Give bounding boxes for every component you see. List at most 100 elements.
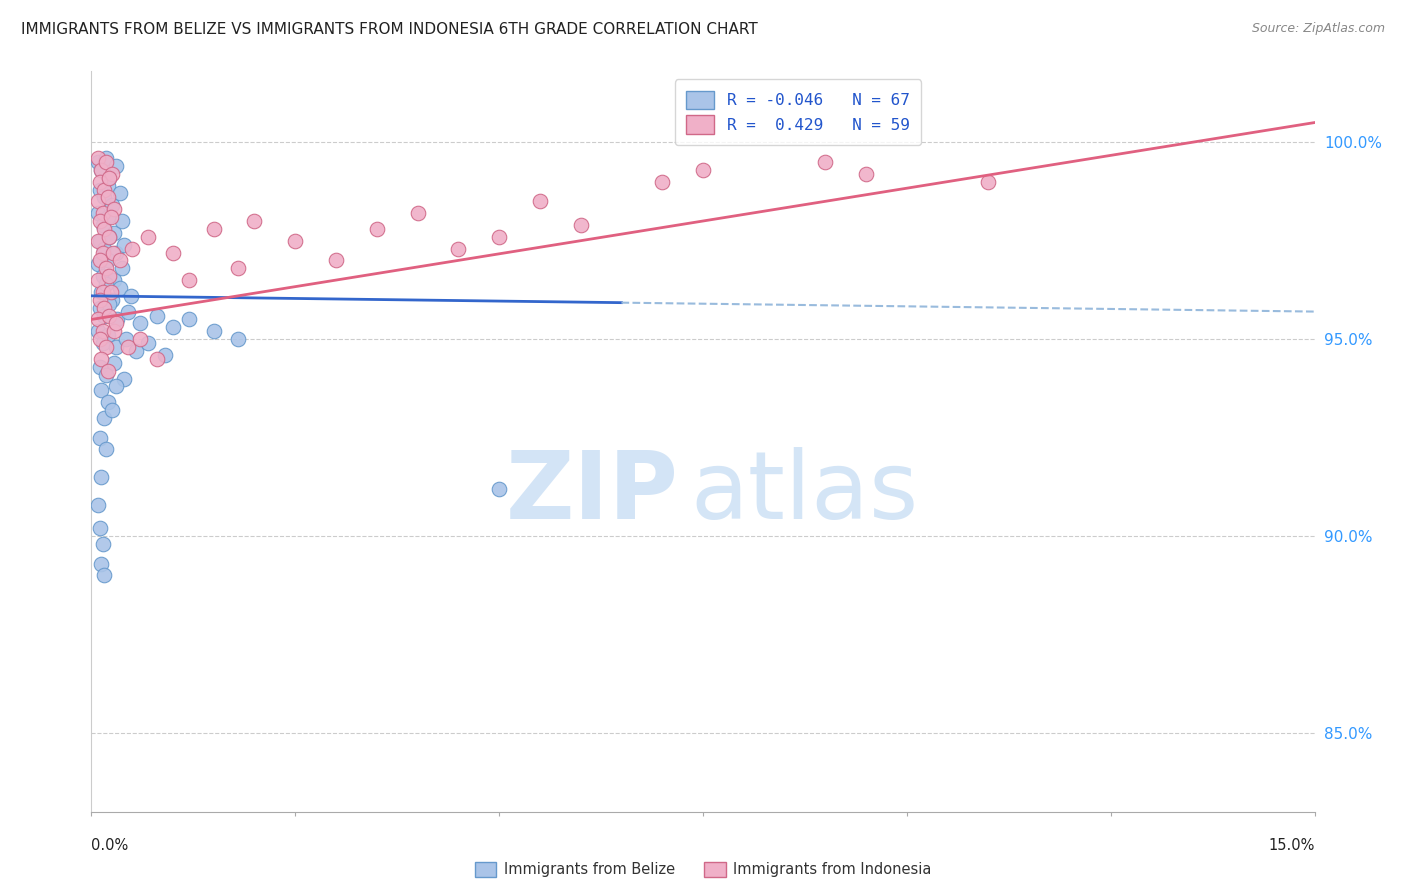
Point [98, 229, 121, 244]
Point [488, 229, 510, 244]
Point [108, 253, 131, 268]
Point [90, 470, 112, 484]
Point [90, 557, 112, 571]
Point [91, 336, 114, 351]
Point [97, 178, 120, 193]
Point [179, 273, 201, 287]
Point [855, 167, 877, 181]
Point [179, 312, 201, 326]
Point [89, 301, 111, 315]
Point [651, 175, 673, 189]
Point [87, 312, 110, 326]
Point [108, 186, 131, 201]
Point [104, 340, 127, 354]
Point [103, 356, 125, 370]
Point [91, 269, 114, 284]
Point [101, 167, 124, 181]
Point [101, 198, 124, 212]
Point [89, 182, 111, 196]
Point [87, 194, 110, 209]
Point [117, 304, 139, 318]
Point [202, 222, 225, 236]
Point [325, 253, 347, 268]
Point [90, 384, 112, 398]
Point [129, 332, 152, 346]
Point [93, 411, 115, 425]
Point [145, 309, 167, 323]
Point [97, 210, 120, 224]
Point [98, 269, 121, 284]
Point [103, 226, 125, 240]
Point [162, 245, 184, 260]
Point [120, 289, 142, 303]
Point [284, 234, 307, 248]
Point [125, 343, 148, 358]
Point [529, 194, 551, 209]
Point [114, 332, 136, 346]
Point [111, 261, 134, 276]
Point [93, 301, 115, 315]
Point [406, 206, 429, 220]
Point [108, 281, 131, 295]
Point [87, 155, 110, 169]
Point [977, 175, 1000, 189]
Point [138, 229, 160, 244]
Point [94, 340, 117, 354]
Point [447, 242, 470, 256]
Point [93, 222, 115, 236]
Point [103, 273, 125, 287]
Text: IMMIGRANTS FROM BELIZE VS IMMIGRANTS FROM INDONESIA 6TH GRADE CORRELATION CHART: IMMIGRANTS FROM BELIZE VS IMMIGRANTS FRO… [21, 22, 758, 37]
Point [112, 237, 135, 252]
Point [121, 242, 143, 256]
Point [138, 336, 160, 351]
Point [87, 206, 110, 220]
Point [104, 159, 127, 173]
Point [91, 218, 114, 232]
Point [89, 253, 111, 268]
Point [101, 403, 124, 417]
Point [98, 296, 121, 310]
Point [91, 206, 114, 220]
Point [90, 351, 112, 366]
Point [104, 379, 127, 393]
Point [94, 261, 117, 276]
Point [93, 309, 115, 323]
Point [87, 324, 110, 338]
Point [94, 368, 117, 382]
Point [226, 332, 249, 346]
Point [97, 395, 120, 409]
Point [97, 364, 120, 378]
Point [89, 359, 111, 374]
Point [89, 175, 111, 189]
Point [91, 285, 114, 299]
Point [89, 332, 111, 346]
Legend: Immigrants from Belize, Immigrants from Indonesia: Immigrants from Belize, Immigrants from … [467, 855, 939, 885]
Point [98, 170, 121, 185]
Point [89, 234, 111, 248]
Point [89, 521, 111, 535]
Point [93, 242, 115, 256]
Text: ZIP: ZIP [506, 448, 679, 540]
Point [90, 285, 112, 299]
Point [89, 431, 111, 445]
Point [97, 328, 120, 343]
Point [692, 162, 714, 177]
Point [98, 229, 121, 244]
Legend: R = -0.046   N = 67, R =  0.429   N = 59: R = -0.046 N = 67, R = 0.429 N = 59 [675, 79, 921, 145]
Point [94, 442, 117, 457]
Point [112, 371, 135, 385]
Point [153, 348, 176, 362]
Point [162, 320, 184, 334]
Point [107, 312, 129, 326]
Point [100, 210, 122, 224]
Point [87, 257, 110, 271]
Point [366, 222, 388, 236]
Point [488, 482, 510, 496]
Point [91, 245, 114, 260]
Point [814, 155, 837, 169]
Point [98, 170, 121, 185]
Point [111, 214, 134, 228]
Point [87, 234, 110, 248]
Point [97, 253, 120, 268]
Point [94, 155, 117, 169]
